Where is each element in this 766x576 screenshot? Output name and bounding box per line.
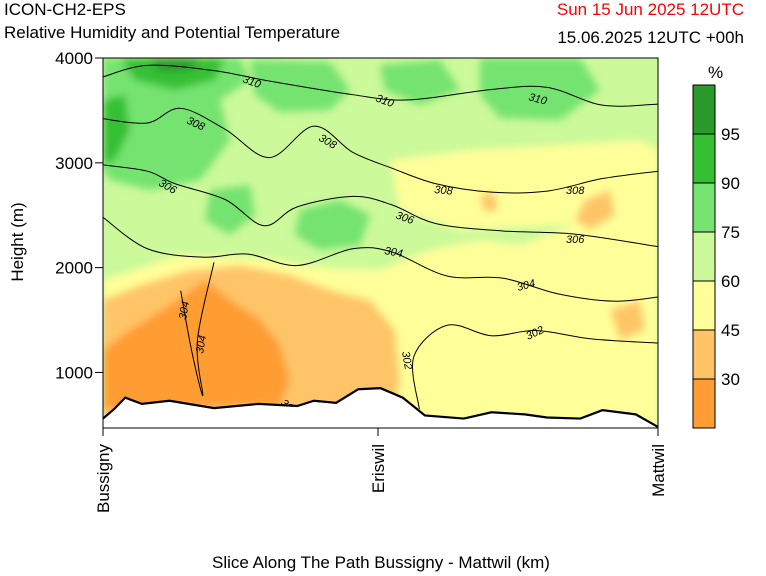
contour-label: 304	[194, 334, 209, 354]
colorbar-tick-label: 60	[721, 272, 740, 291]
run-time: Sun 15 Jun 2025 12UTC	[556, 0, 744, 19]
x-axis: Bussigny Eriswil Mattwil	[94, 428, 668, 513]
isentrope-302	[412, 324, 658, 410]
colorbar-unit: %	[708, 63, 723, 82]
y-axis-label: Height (m)	[8, 202, 27, 281]
colorbar-tick-label: 95	[721, 125, 740, 144]
contour-label: 310	[527, 91, 549, 108]
terrain-fill	[103, 388, 658, 428]
terrain	[103, 387, 658, 428]
valid-time: 15.06.2025 12UTC +00h	[557, 28, 744, 47]
contour-label: 306	[566, 234, 585, 246]
colorbar-tick-label: 30	[721, 370, 740, 389]
contour-label: 308	[434, 184, 454, 198]
y-tick-label: 3000	[55, 154, 93, 173]
x-tick-label: Bussigny	[94, 444, 113, 513]
isentrope-contours	[103, 64, 658, 410]
colorbar-tick-label: 90	[721, 174, 740, 193]
model-title: ICON-CH2-EPS	[4, 0, 126, 19]
colorbar-tick-label: 75	[721, 223, 740, 242]
colorbar-frame	[692, 84, 716, 429]
plot-frame	[102, 57, 659, 429]
contour-label: 304	[516, 278, 537, 294]
isentrope-308	[103, 107, 658, 194]
colorbar-tick-label: 45	[721, 321, 740, 340]
y-tick-label: 2000	[55, 259, 93, 278]
contour-label: 304	[177, 300, 192, 320]
isentrope-306	[103, 164, 658, 248]
chart-title: Relative Humidity and Potential Temperat…	[4, 23, 341, 42]
isentrope-310	[103, 64, 658, 107]
colorbar-bin	[693, 379, 715, 428]
colorbar-bin	[693, 330, 715, 379]
y-tick-label: 4000	[55, 49, 93, 68]
humidity-field	[103, 58, 658, 428]
colorbar-bin	[693, 281, 715, 330]
isentrope-304	[103, 216, 658, 302]
colorbar: % 30 45 60 75 90 95	[692, 63, 740, 429]
y-tick-label: 1000	[55, 363, 93, 382]
x-axis-label: Slice Along The Path Bussigny - Mattwil …	[212, 553, 550, 572]
colorbar-bin	[693, 85, 715, 134]
y-axis: 1000 2000 3000 4000	[55, 49, 103, 382]
contour-label: 308	[566, 185, 585, 197]
terrain-outline	[103, 387, 658, 428]
contour-label: 304	[383, 245, 403, 260]
isentrope-304	[180, 262, 215, 397]
colorbar-bin	[693, 134, 715, 183]
x-tick-label: Eriswil	[369, 444, 388, 493]
colorbar-bin	[693, 183, 715, 232]
x-tick-label: Mattwil	[649, 444, 668, 497]
contour-label: 302	[399, 350, 414, 370]
colorbar-bin	[693, 232, 715, 281]
